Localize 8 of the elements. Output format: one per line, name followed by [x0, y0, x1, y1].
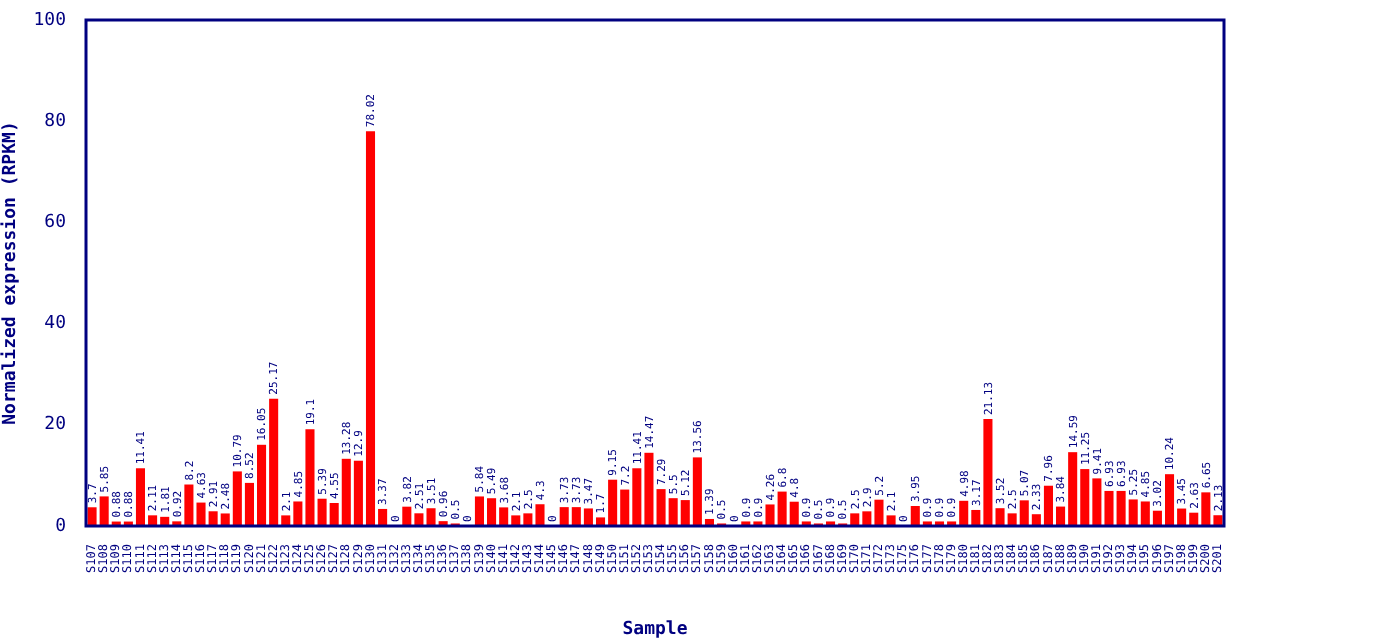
y-tick-label: 100 [33, 10, 66, 31]
y-tick-label: 60 [44, 213, 66, 234]
x-axis-title: Sample [622, 619, 689, 640]
y-tick-label: 20 [44, 415, 66, 436]
y-tick-label: 0 [55, 516, 66, 537]
y-axis-title: Normalized expression (RPKM) [0, 121, 22, 425]
y-tick-label: 40 [44, 314, 66, 335]
y-tick-label: 80 [44, 111, 66, 132]
